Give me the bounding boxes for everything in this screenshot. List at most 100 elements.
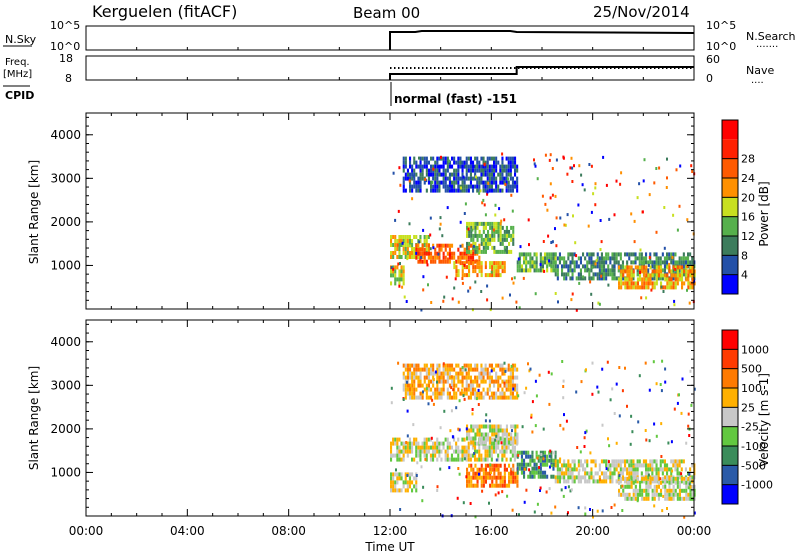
power-ylabel: Slant Range [km] xyxy=(27,160,41,264)
heatmap-cell xyxy=(558,256,561,261)
heatmap-cell xyxy=(647,467,650,472)
heatmap-cell xyxy=(689,285,692,290)
heatmap-cell xyxy=(670,471,673,476)
heatmap-cell xyxy=(624,459,627,464)
heatmap-cell xyxy=(444,367,447,372)
colorbar-frame xyxy=(721,119,739,295)
heatmap-cell xyxy=(630,269,633,274)
heatmap-cell xyxy=(672,265,675,270)
heatmap-cell xyxy=(676,273,679,278)
heatmap-cell xyxy=(478,383,481,388)
heatmap-cell xyxy=(518,462,521,467)
heatmap-cell xyxy=(670,269,673,274)
heatmap-cell xyxy=(497,453,500,458)
heatmap-cell xyxy=(463,263,466,267)
heatmap-cell xyxy=(461,172,464,177)
heatmap-cell xyxy=(512,436,515,441)
heatmap-cell xyxy=(408,179,411,183)
heatmap-cell xyxy=(493,395,496,400)
heatmap-cell xyxy=(641,476,644,481)
heatmap-cell xyxy=(531,474,534,479)
heatmap-cell xyxy=(666,471,669,476)
heatmap-cell xyxy=(681,488,684,493)
heatmap-cell xyxy=(488,184,491,189)
heatmap-cell xyxy=(659,256,662,261)
heatmap-cell xyxy=(463,457,466,461)
heatmap-cell xyxy=(394,472,397,477)
heatmap-cell xyxy=(596,276,599,281)
heatmap-cell xyxy=(413,379,416,384)
heatmap-cell xyxy=(495,483,498,488)
heatmap-cell xyxy=(474,424,477,429)
heatmap-cell xyxy=(400,449,403,454)
y-tick-label: 4000 xyxy=(50,128,81,142)
heatmap-cell xyxy=(488,164,491,169)
heatmap-cell xyxy=(664,380,667,384)
heatmap-cell xyxy=(413,235,416,239)
heatmap-cell xyxy=(562,385,565,388)
heatmap-cell xyxy=(466,432,469,437)
heatmap-cell xyxy=(610,506,613,509)
heatmap-cell xyxy=(472,165,475,168)
heatmap-cell xyxy=(474,229,477,234)
heatmap-cell xyxy=(544,474,547,479)
heatmap-cell xyxy=(687,412,690,416)
heatmap-cell xyxy=(672,281,675,286)
heatmap-cell xyxy=(691,475,694,480)
heatmap-cell xyxy=(465,457,468,462)
heatmap-cell xyxy=(691,260,694,265)
heatmap-cell xyxy=(462,175,465,179)
heatmap-cell xyxy=(486,387,489,392)
heatmap-cell xyxy=(434,164,437,169)
heatmap-cell xyxy=(495,184,498,189)
heatmap-cell xyxy=(515,436,517,440)
heatmap-cell xyxy=(404,375,407,380)
heatmap-cell xyxy=(503,428,506,433)
heatmap-cell xyxy=(662,476,665,481)
heatmap-cell xyxy=(507,387,510,392)
heatmap-cell xyxy=(438,243,441,248)
heatmap-cell xyxy=(651,496,654,501)
heatmap-cell xyxy=(446,379,449,384)
heatmap-cell xyxy=(501,479,504,484)
heatmap-cell xyxy=(476,156,479,161)
heatmap-cell xyxy=(492,228,495,232)
heatmap-cell xyxy=(619,252,622,257)
heatmap-cell xyxy=(603,459,606,464)
heatmap-cell xyxy=(427,445,430,450)
heatmap-cell xyxy=(586,479,589,484)
heatmap-cell xyxy=(687,424,690,428)
heatmap-cell xyxy=(457,156,460,161)
heatmap-cell xyxy=(455,406,458,410)
heatmap-cell xyxy=(507,156,510,161)
heatmap-cell xyxy=(462,394,465,398)
heatmap-cell xyxy=(404,480,407,485)
heatmap-cell xyxy=(478,424,481,429)
heatmap-cell xyxy=(564,486,567,490)
heatmap-cell xyxy=(415,375,418,380)
heatmap-cell xyxy=(421,499,424,503)
heatmap-cell xyxy=(520,252,523,257)
heatmap-cell xyxy=(402,383,405,388)
heatmap-cell xyxy=(419,367,422,372)
heatmap-cell xyxy=(666,277,669,282)
heatmap-cell xyxy=(394,441,397,446)
heatmap-cell xyxy=(691,265,694,270)
heatmap-cell xyxy=(643,265,646,270)
heatmap-cell xyxy=(406,251,409,255)
heatmap-cell xyxy=(394,484,397,489)
heatmap-cell xyxy=(575,254,578,258)
heatmap-cell xyxy=(550,474,553,479)
heatmap-cell xyxy=(550,268,553,273)
heatmap-cell xyxy=(668,492,671,497)
heatmap-cell xyxy=(489,436,492,441)
heatmap-cell xyxy=(480,249,483,254)
heatmap-cell xyxy=(686,218,689,222)
heatmap-cell xyxy=(638,182,641,186)
heatmap-cell xyxy=(618,492,621,497)
heatmap-cell xyxy=(472,251,475,256)
heatmap-cell xyxy=(411,168,414,173)
heatmap-cell xyxy=(678,459,681,464)
heatmap-cell xyxy=(535,256,538,261)
heatmap-cell xyxy=(512,440,515,445)
